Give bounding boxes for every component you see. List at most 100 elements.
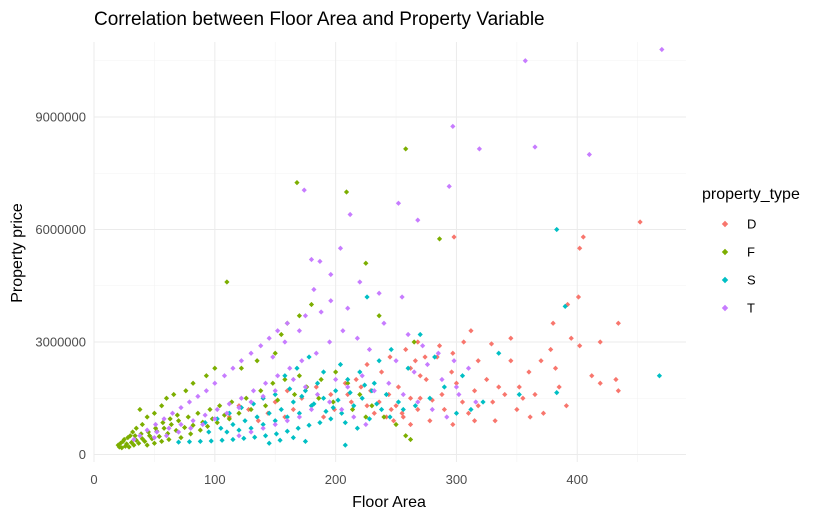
x-tick-label: 0 [90,472,97,487]
data-point-f [163,395,170,401]
data-point-f [183,388,189,394]
data-point-f [224,279,230,285]
data-point-s [306,354,312,360]
data-point-f [151,410,158,416]
data-point-f [345,380,351,386]
data-point-t [203,388,209,394]
data-point-t [154,429,160,435]
data-point-t [275,373,281,379]
data-point-s [320,395,327,401]
data-point-t [476,146,483,152]
data-point-d [423,376,429,383]
data-point-d [453,380,460,386]
data-point-d [575,294,582,300]
data-point-s [357,369,363,375]
data-point-t [266,335,272,341]
data-point-t [212,416,218,422]
data-point-f [236,410,242,416]
x-tick-label: 300 [446,472,468,487]
data-point-s [371,380,377,386]
y-axis-title: Property price [9,203,26,303]
data-point-d [484,376,490,383]
data-point-t [248,350,254,356]
data-point-t [163,433,170,439]
data-point-d [475,358,481,364]
data-point-d [450,421,456,428]
data-point-s [330,405,336,411]
y-tick-label: 6000000 [35,222,86,237]
data-point-f [175,418,182,424]
data-point-d [563,403,569,409]
data-point-d [597,380,603,386]
data-point-t [313,350,319,356]
data-point-d [615,388,621,394]
data-point-d [490,399,496,405]
data-point-t [248,399,254,405]
data-point-t [284,418,290,424]
data-point-t [340,328,346,334]
data-point-d [597,339,603,345]
data-point-d [412,358,418,364]
data-point-f [333,369,339,375]
data-point-f [144,442,150,448]
data-point-t [230,365,236,371]
data-point-s [347,390,353,396]
data-point-s [262,433,269,439]
data-point-d [508,358,514,364]
data-point-t [262,380,269,386]
data-point-s [459,373,466,379]
data-point-f [137,406,143,413]
data-point-d [540,410,547,416]
y-tick-labels: 0 3000000 6000000 9000000 [35,110,86,463]
data-point-f [243,395,249,401]
data-point-t [424,361,431,368]
data-point-d [364,403,370,409]
data-point-f [296,313,302,319]
data-point-d [488,341,495,347]
data-point-t [357,279,363,285]
data-point-t [166,425,172,431]
data-point-f [178,435,184,441]
data-point-s [299,393,305,399]
data-point-d [532,391,538,398]
data-point-f [308,301,315,308]
data-point-t [301,187,307,193]
data-point-d [514,406,520,413]
data-point-t [446,183,452,189]
data-point-t [270,354,276,360]
data-point-s [366,416,373,422]
data-point-d [577,245,583,251]
data-point-t [202,412,208,418]
data-point-t [151,435,158,441]
data-point-d [387,354,393,360]
data-point-s [296,410,302,416]
data-point-t [238,395,244,401]
data-point-t [415,399,421,405]
data-point-s [254,414,260,420]
data-point-f [125,435,131,441]
data-point-d [538,358,544,364]
data-point-f [142,438,148,444]
data-point-s [412,403,418,409]
data-point-s [219,437,225,443]
data-point-s [400,406,406,413]
data-point-d [471,418,478,424]
data-point-s [230,436,236,443]
data-point-d [417,373,423,379]
data-point-s [284,414,290,420]
data-point-d [589,373,595,379]
data-point-t [260,393,266,399]
x-tick-label: 200 [325,472,347,487]
data-point-d [348,399,354,405]
data-point-s [272,418,278,424]
data-point-t [275,328,281,334]
data-point-f [120,438,126,444]
data-point-t [290,376,296,383]
data-point-f [330,399,336,405]
data-point-f [188,431,194,437]
data-point-t [345,384,351,390]
data-point-s [295,425,301,431]
data-point-d [328,391,334,398]
